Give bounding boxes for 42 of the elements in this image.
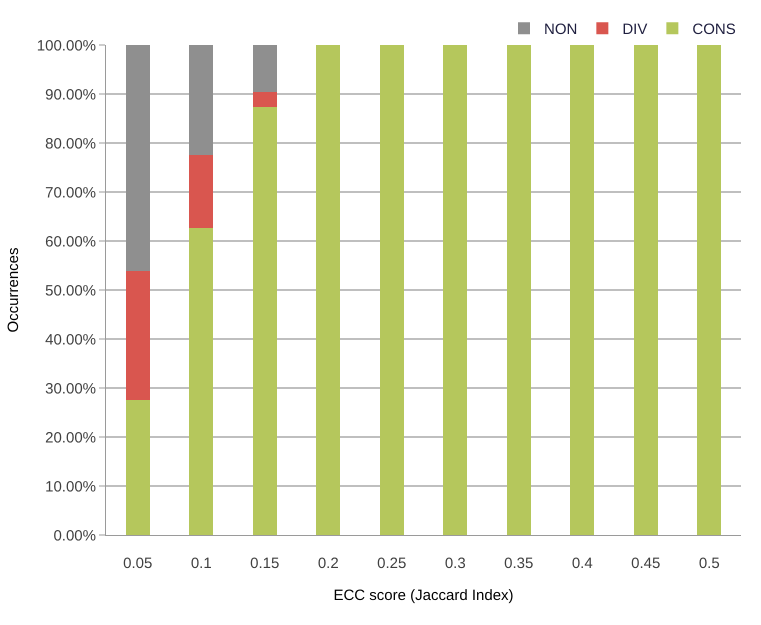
bar xyxy=(126,45,150,271)
y-axis-title: Occurrences xyxy=(5,247,22,333)
y-tick-label: 100.00% xyxy=(36,37,96,54)
bar xyxy=(253,107,277,535)
bar xyxy=(380,45,404,535)
bar xyxy=(189,228,213,535)
x-axis-title: ECC score (Jaccard Index) xyxy=(333,587,514,604)
x-tick-label: 0.4 xyxy=(572,555,593,572)
x-tick-label: 0.45 xyxy=(631,555,660,572)
bar xyxy=(697,45,721,535)
x-tick-label: 0.1 xyxy=(190,555,212,572)
y-tick-label: 50.00% xyxy=(45,282,96,300)
x-tick-label: 0.35 xyxy=(504,555,534,572)
x-tick-label: 0.15 xyxy=(250,555,280,572)
bar xyxy=(570,45,594,535)
y-tick-label: 90.00% xyxy=(45,86,96,104)
y-tick-label: 0.00% xyxy=(53,527,96,544)
y-tick-label: 10.00% xyxy=(45,478,96,496)
y-tick-label: 40.00% xyxy=(45,331,96,348)
x-tick-label: 0.2 xyxy=(318,555,339,572)
y-tick-label: 70.00% xyxy=(45,184,96,202)
y-tick-label: 80.00% xyxy=(45,135,96,152)
y-tick-label: 20.00% xyxy=(45,429,96,446)
bar xyxy=(443,45,467,535)
bar xyxy=(126,400,150,535)
legend-label: DIV xyxy=(622,21,648,38)
x-tick-label: 0.5 xyxy=(698,555,720,572)
legend-label: NON xyxy=(544,21,578,38)
bar xyxy=(189,155,213,228)
bar xyxy=(253,92,277,107)
y-tick-label: 30.00% xyxy=(45,380,96,398)
legend-label: CONS xyxy=(692,21,736,38)
x-tick-label: 0.25 xyxy=(377,555,406,572)
bar xyxy=(634,45,658,535)
bar xyxy=(126,271,150,400)
bar xyxy=(507,45,531,535)
bar xyxy=(316,45,340,535)
y-tick-label: 60.00% xyxy=(45,233,96,250)
x-tick-label: 0.3 xyxy=(444,555,466,572)
x-tick-label: 0.05 xyxy=(123,555,152,572)
bar xyxy=(253,45,277,92)
bar xyxy=(189,45,213,155)
